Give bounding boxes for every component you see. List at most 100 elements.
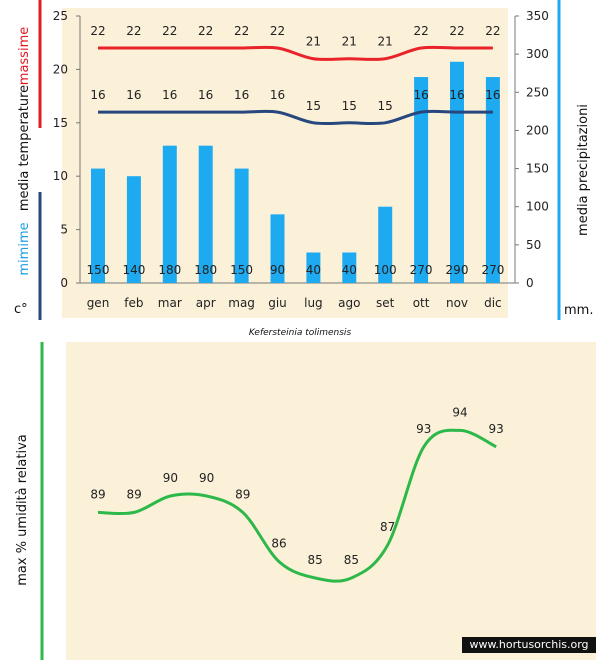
min-temperature-label: 16	[126, 88, 141, 102]
max-temperature-label: 21	[378, 35, 393, 49]
temperature-axis-label: media temperature	[17, 85, 32, 211]
precipitation-bar	[414, 77, 429, 284]
right-tick-label: 150	[526, 162, 549, 176]
precipitation-value-label: 140	[122, 263, 145, 277]
max-temperature-label: 22	[485, 24, 500, 38]
right-tick-label: 200	[526, 123, 549, 137]
precipitation-bar	[91, 168, 105, 283]
right-tick-label: 50	[526, 238, 541, 252]
precipitation-bar	[378, 206, 393, 283]
precipitation-value-label: 180	[158, 263, 181, 277]
precipitation-value-label: 40	[306, 263, 321, 277]
precipitation-bar	[450, 61, 464, 284]
left-tick-label: 25	[53, 9, 68, 23]
max-temperature-label: 21	[342, 35, 357, 49]
precipitation-value-label: 100	[374, 263, 397, 277]
precipitation-value-label: 150	[87, 263, 110, 277]
right-tick-label: 300	[526, 47, 549, 61]
min-label: mimime	[17, 222, 32, 275]
humidity-value-label: 85	[308, 553, 323, 567]
right-tick-label: 350	[526, 9, 549, 23]
humidity-value-label: 89	[235, 487, 250, 501]
humidity-value-label: 87	[380, 520, 395, 534]
right-tick-label: 100	[526, 200, 549, 214]
max-temperature-label: 21	[306, 35, 321, 49]
humidity-value-label: 93	[489, 422, 504, 436]
month-label: ago	[338, 296, 360, 310]
precipitation-bar	[126, 176, 141, 283]
humidity-value-label: 94	[452, 405, 467, 419]
max-temperature-label: 22	[234, 24, 249, 38]
humidity-line	[97, 428, 497, 583]
max-temperature-label: 22	[162, 24, 177, 38]
left-tick-label: 0	[60, 276, 68, 290]
precipitation-value-label: 150	[230, 263, 253, 277]
left-tick-label: 15	[53, 116, 68, 130]
precipitation-bar	[198, 145, 213, 283]
humidity-value-label: 90	[163, 471, 178, 485]
month-label: ott	[413, 296, 430, 310]
right-tick-label: 0	[526, 276, 534, 290]
temperature-unit: c°	[14, 302, 28, 317]
precipitation-bar	[234, 168, 249, 283]
humidity-value-label: 93	[416, 422, 431, 436]
humidity-value-label: 89	[90, 487, 105, 501]
max-temperature-label: 22	[90, 24, 105, 38]
precipitation-value-label: 270	[481, 263, 504, 277]
min-temperature-line	[97, 109, 493, 126]
month-label: giu	[268, 296, 287, 310]
max-temperature-label: 22	[126, 24, 141, 38]
humidity-axis-label: max % umidità relativa	[15, 434, 30, 586]
precipitation-unit: mm.	[564, 303, 593, 318]
min-temperature-label: 15	[342, 99, 357, 113]
month-label: dic	[484, 296, 502, 310]
watermark[interactable]: www.hortusorchis.org	[462, 637, 596, 653]
min-temperature-label: 15	[306, 99, 321, 113]
precipitation-bar	[162, 145, 177, 283]
humidity-value-label: 89	[127, 487, 142, 501]
month-label: feb	[124, 296, 143, 310]
month-label: lug	[304, 296, 323, 310]
min-temperature-label: 16	[234, 88, 249, 102]
humidity-value-label: 90	[199, 471, 214, 485]
min-temperature-label: 16	[162, 88, 177, 102]
precipitation-axis-label: media precipitazioni	[576, 104, 591, 236]
month-label: apr	[196, 296, 216, 310]
left-tick-label: 20	[53, 62, 68, 76]
humidity-value-label: 85	[344, 553, 359, 567]
min-temperature-label: 16	[485, 88, 500, 102]
min-temperature-label: 16	[449, 88, 464, 102]
max-temperature-line	[98, 45, 493, 62]
precipitation-value-label: 290	[446, 263, 469, 277]
species-caption: Kefersteinia tolimensis	[249, 328, 352, 338]
precipitation-bar	[270, 214, 285, 283]
precipitation-bar	[342, 252, 357, 283]
min-temperature-label: 16	[413, 88, 428, 102]
month-label: mag	[228, 296, 255, 310]
left-tick-label: 5	[60, 223, 68, 237]
min-temperature-label: 15	[378, 99, 393, 113]
min-temperature-label: 16	[270, 88, 285, 102]
month-label: gen	[87, 296, 110, 310]
month-label: mar	[158, 296, 182, 310]
humidity-plot-background	[66, 342, 596, 660]
max-temperature-label: 22	[270, 24, 285, 38]
left-tick-label: 10	[53, 169, 68, 183]
precipitation-bar	[485, 77, 500, 284]
precipitation-value-label: 40	[342, 263, 357, 277]
precipitation-bar	[306, 252, 321, 283]
max-temperature-label: 22	[413, 24, 428, 38]
max-label: massime	[17, 27, 32, 85]
min-temperature-label: 16	[90, 88, 105, 102]
max-temperature-label: 22	[198, 24, 213, 38]
precipitation-value-label: 270	[410, 263, 433, 277]
month-label: nov	[446, 296, 468, 310]
humidity-chart: max % umidità relativa 89 89 90 90 89 86 85 85 87…	[15, 342, 504, 660]
precipitation-value-label: 90	[270, 263, 285, 277]
max-temperature-label: 22	[449, 24, 464, 38]
precipitation-value-label: 180	[194, 263, 217, 277]
humidity-value-label: 86	[271, 537, 286, 551]
min-temperature-label: 16	[198, 88, 213, 102]
